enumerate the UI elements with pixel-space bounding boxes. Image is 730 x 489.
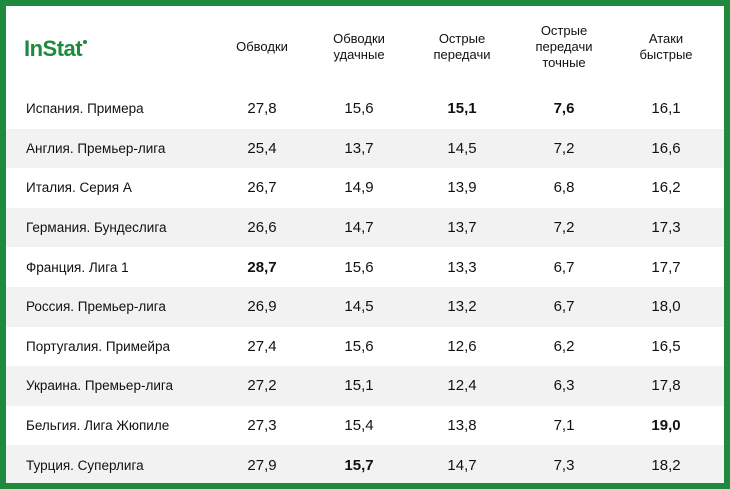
instat-logo: InStat [24,36,88,62]
value-cell: 17,3 [651,219,681,237]
value-cell: 12,4 [447,377,477,395]
value-cell: 18,2 [651,456,681,474]
value-cell: 27,9 [247,456,277,474]
value-cell: 15,6 [344,100,374,118]
value-cell: 17,7 [651,258,681,276]
league-name: Украина. Премьер-лига [26,378,173,394]
value-cell: 28,7 [247,258,277,276]
league-name: Франция. Лига 1 [26,259,129,275]
value-cell: 7,1 [553,417,575,435]
league-name: Италия. Серия А [26,180,132,196]
value-cell: 13,3 [447,258,477,276]
league-name: Португалия. Примейра [26,338,170,354]
table-row: Португалия. Примейра 27,4 15,6 12,6 6,2 16,5 [6,327,724,367]
value-cell: 25,4 [247,139,277,157]
table-row: Италия. Серия А 26,7 14,9 13,9 6,8 16,2 [6,168,724,208]
value-cell: 16,2 [651,179,681,197]
value-cell: 7,3 [553,456,575,474]
league-name: Россия. Премьер-лига [26,299,166,315]
logo-dot [83,40,88,44]
table-row: Германия. Бундеслига 26,6 14,7 13,7 7,2 17,3 [6,207,724,248]
value-cell: 13,9 [447,179,477,197]
table-row: Испания. Примера 27,8 15,6 15,1 7,6 16,1 [6,89,724,129]
value-cell: 14,5 [447,139,477,157]
table-row: Украина. Премьер-лига 27,2 15,1 12,4 6,3 17,8 [6,366,724,406]
value-cell: 13,8 [447,417,477,435]
column-header-fast-attacks: Атаки быстрые [639,30,693,62]
value-cell: 27,4 [247,337,277,355]
column-header-key-passes: Острые передачи [433,30,491,62]
value-cell: 14,7 [344,219,374,237]
value-cell: 14,7 [447,456,477,474]
value-cell: 12,6 [447,337,477,355]
value-cell: 18,0 [651,298,681,316]
logo-text: InStat [24,36,83,61]
value-cell: 7,2 [553,219,575,237]
league-name: Турция. Суперлига [26,457,144,473]
value-cell: 27,3 [247,417,277,435]
value-cell: 15,4 [344,417,374,435]
value-cell: 15,6 [344,337,374,355]
value-cell: 13,2 [447,298,477,316]
value-cell: 6,7 [553,258,575,276]
value-cell: 14,9 [344,179,374,197]
value-cell: 14,5 [344,298,374,316]
value-cell: 7,6 [553,100,575,118]
table-row: Бельгия. Лига Жюпиле 27,3 15,4 13,8 7,1 19,0 [6,406,724,446]
value-cell: 6,8 [553,179,575,197]
column-header-accurate-key-passes: Острые передачи точные [535,22,593,70]
value-cell: 7,2 [553,139,575,157]
value-cell: 15,6 [344,258,374,276]
value-cell: 16,1 [651,100,681,118]
league-name: Германия. Бундеслига [26,220,167,236]
value-cell: 26,9 [247,298,277,316]
value-cell: 15,1 [344,377,374,395]
league-name: Испания. Примера [26,101,144,117]
value-cell: 15,1 [447,100,477,118]
value-cell: 13,7 [344,139,374,157]
value-cell: 13,7 [447,219,477,237]
value-cell: 16,6 [651,139,681,157]
league-name: Англия. Премьер-лига [26,140,166,156]
table-header: InStat Обводки Обводки удачные Острые пе… [6,6,724,87]
value-cell: 6,2 [553,337,575,355]
value-cell: 19,0 [651,417,681,435]
table-row: Англия. Премьер-лига 25,4 13,7 14,5 7,2 16,6 [6,128,724,169]
value-cell: 27,2 [247,377,277,395]
value-cell: 16,5 [651,337,681,355]
table-row: Турция. Суперлига 27,9 15,7 14,7 7,3 18,2 [6,445,724,483]
value-cell: 27,8 [247,100,277,118]
value-cell: 26,6 [247,219,277,237]
table-row: Россия. Премьер-лига 26,9 14,5 13,2 6,7 18,0 [6,287,724,327]
value-cell: 6,7 [553,298,575,316]
column-header-successful-dribbles: Обводки удачные [333,30,385,62]
value-cell: 17,8 [651,377,681,395]
value-cell: 26,7 [247,179,277,197]
column-header-dribbles: Обводки [236,38,288,54]
table-row: Франция. Лига 1 28,7 15,6 13,3 6,7 17,7 [6,247,724,287]
stats-table-card: InStat Обводки Обводки удачные Острые пе… [6,6,724,483]
value-cell: 6,3 [553,377,575,395]
league-name: Бельгия. Лига Жюпиле [26,418,170,434]
value-cell: 15,7 [344,456,374,474]
